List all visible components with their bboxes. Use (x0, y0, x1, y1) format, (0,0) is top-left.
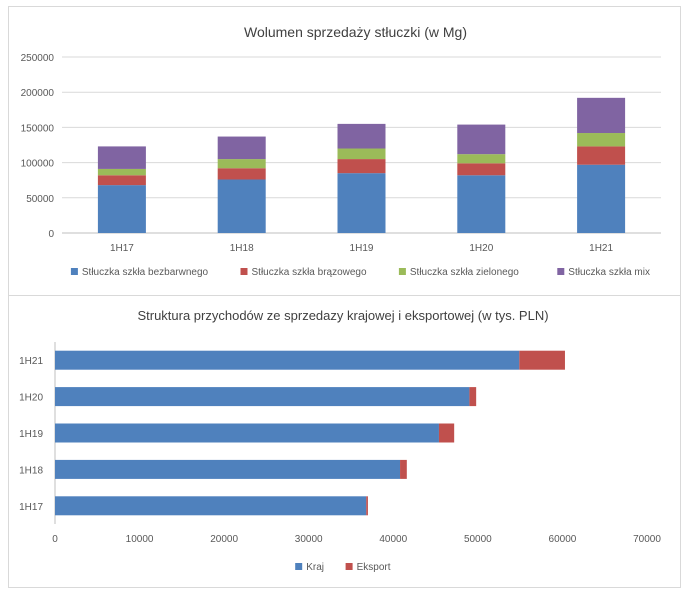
x-tick-label: 20000 (210, 534, 238, 545)
y-tick-label: 150000 (21, 123, 55, 134)
bar-segment (438, 423, 455, 443)
bar-segment (457, 163, 506, 176)
bar-segment (400, 459, 407, 479)
bar-segment (577, 97, 626, 134)
y-tick-label: 1H18 (19, 465, 43, 476)
bar-segment (577, 133, 626, 147)
x-tick-label: 60000 (549, 534, 577, 545)
x-tick-label: 0 (52, 534, 58, 545)
bar-segment (457, 154, 506, 164)
bar-segment (55, 387, 470, 407)
bar-segment (55, 459, 401, 479)
y-tick-label: 1H21 (19, 356, 43, 367)
legend-swatch (345, 563, 353, 570)
sales-volume-chart: Wolumen sprzedaży stłuczki (w Mg) 0 50000 1… (21, 24, 661, 278)
legend-swatch (240, 268, 248, 275)
x-tick-label: 1H20 (469, 243, 493, 254)
bar-segment (217, 179, 266, 233)
y-tick-label: 200000 (21, 88, 55, 99)
y-tick-label: 50000 (26, 194, 54, 205)
legend-label: Kraj (306, 562, 324, 573)
bar-segment (97, 168, 146, 176)
sales-volume-chart-panel: Wolumen sprzedaży stłuczki (w Mg) 0 50000 1… (8, 6, 681, 296)
legend-label: Stłuczka szkła bezbarwnego (82, 267, 209, 278)
revenue-structure-chart-panel: Struktura przychodów ze sprzedazy krajow… (8, 295, 681, 588)
bar-segment (55, 496, 367, 516)
chart-title: Struktura przychodów ze sprzedazy krajow… (137, 308, 548, 323)
revenue-structure-chart: Struktura przychodów ze sprzedazy krajow… (19, 308, 661, 573)
chart-title: Wolumen sprzedaży stłuczki (w Mg) (244, 24, 467, 40)
y-tick-label: 1H19 (19, 429, 43, 440)
bar-segment (337, 159, 386, 174)
bar-segment (577, 146, 626, 165)
bar-segment (469, 387, 477, 407)
bar-segment (55, 423, 439, 443)
bar-segment (457, 175, 506, 233)
x-tick-label: 40000 (379, 534, 407, 545)
x-tick-label: 70000 (633, 534, 661, 545)
legend-swatch (295, 563, 303, 570)
y-tick-label: 1H20 (19, 393, 43, 404)
x-tick-label: 1H18 (230, 243, 254, 254)
legend-swatch (557, 268, 565, 275)
bar-segment (337, 148, 386, 160)
bar-segment (337, 173, 386, 233)
x-tick-label: 10000 (126, 534, 154, 545)
y-tick-label: 250000 (21, 53, 55, 64)
bar-segment (97, 185, 146, 233)
bar-segment (337, 123, 386, 149)
y-tick-label: 0 (48, 229, 54, 240)
bar-segment (457, 124, 506, 155)
bar-segment (577, 164, 626, 233)
y-tick-label: 100000 (21, 159, 55, 170)
bar-segment (217, 136, 266, 160)
x-tick-label: 1H21 (589, 243, 613, 254)
bar-segment (55, 350, 520, 370)
bar-segment (366, 496, 368, 516)
legend-label: Stłuczka szkła brązowego (252, 267, 367, 278)
bar-segment (217, 159, 266, 169)
x-tick-label: 1H17 (110, 243, 134, 254)
x-tick-label: 30000 (295, 534, 323, 545)
legend-label: Stłuczka szkła zielonego (410, 267, 519, 278)
x-tick-label: 1H19 (350, 243, 374, 254)
legend-swatch (70, 268, 78, 275)
legend-label: Eksport (357, 562, 391, 573)
legend-label: Stłuczka szkła mix (568, 267, 650, 278)
bar-segment (519, 350, 565, 370)
y-tick-label: 1H17 (19, 502, 43, 513)
bar-segment (217, 168, 266, 180)
x-tick-label: 50000 (464, 534, 492, 545)
legend-swatch (398, 268, 406, 275)
bar-segment (97, 175, 146, 186)
bar-segment (97, 146, 146, 169)
